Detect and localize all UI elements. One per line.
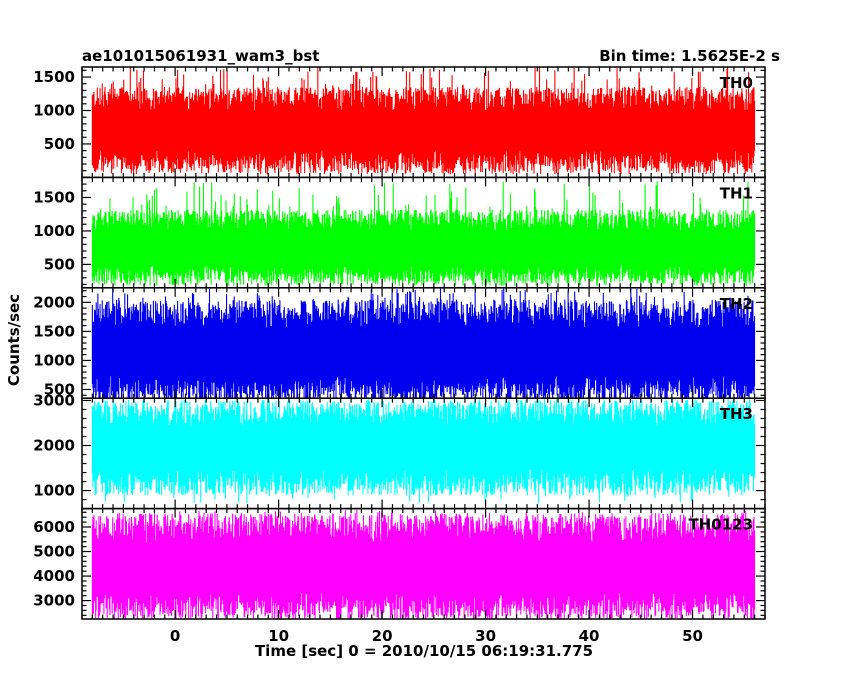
- series-th1: [91, 181, 756, 286]
- x-tick-label: 10: [268, 627, 289, 645]
- y-tick-label: 1000: [33, 351, 75, 369]
- x-tick-label: 0: [170, 627, 180, 645]
- x-axis-label: Time [sec] 0 = 2010/10/15 06:19:31.775: [255, 642, 593, 660]
- x-tick-label: 50: [682, 627, 703, 645]
- panel-label-th2: TH2: [720, 295, 753, 313]
- x-tick-label: 30: [475, 627, 496, 645]
- y-tick-label: 1500: [33, 322, 75, 340]
- x-tick-label: 40: [579, 627, 600, 645]
- series-th3: [91, 398, 756, 504]
- y-tick-label: 5000: [33, 543, 75, 561]
- y-tick-label: 3000: [33, 391, 75, 409]
- y-tick-label: 6000: [33, 518, 75, 536]
- y-tick-label: 4000: [33, 567, 75, 585]
- series-th0: [91, 67, 756, 175]
- panel-label-th3: TH3: [720, 405, 753, 423]
- series-th0123: [91, 509, 756, 620]
- y-tick-label: 1000: [33, 101, 75, 119]
- y-tick-label: 3000: [33, 592, 75, 610]
- chart-title: ae101015061931_wam3_bst: [82, 47, 319, 65]
- bin-time-label: Bin time: 1.5625E-2 s: [599, 47, 780, 65]
- y-tick-label: 500: [44, 135, 75, 153]
- x-tick-label: 20: [372, 627, 393, 645]
- y-tick-label: 500: [44, 380, 75, 398]
- panel-label-th0123: TH0123: [688, 516, 753, 534]
- panel-label-th0: TH0: [720, 74, 753, 92]
- y-tick-label: 2000: [33, 437, 75, 455]
- y-tick-label: 1500: [33, 68, 75, 86]
- series-th2: [91, 287, 756, 399]
- panel-th0: 500 1000 1500 TH0: [33, 66, 766, 179]
- y-tick-label: 500: [44, 255, 75, 273]
- y-tick-label: 1500: [33, 188, 75, 206]
- panel-th2: 500 1000 1500 2000 TH2: [33, 287, 766, 399]
- panel-th1: 500 1000 1500 TH1: [33, 176, 766, 289]
- y-tick-label: 1000: [33, 222, 75, 240]
- y-axis-label: Counts/sec: [5, 294, 23, 386]
- panel-th0123: 3000 4000 5000 6000 TH0123: [33, 507, 766, 620]
- y-tick-label: 2000: [33, 293, 75, 311]
- y-tick-label: 1000: [33, 482, 75, 500]
- panel-label-th1: TH1: [720, 184, 753, 202]
- panel-th3: 1000 2000 3000 TH3: [33, 391, 766, 510]
